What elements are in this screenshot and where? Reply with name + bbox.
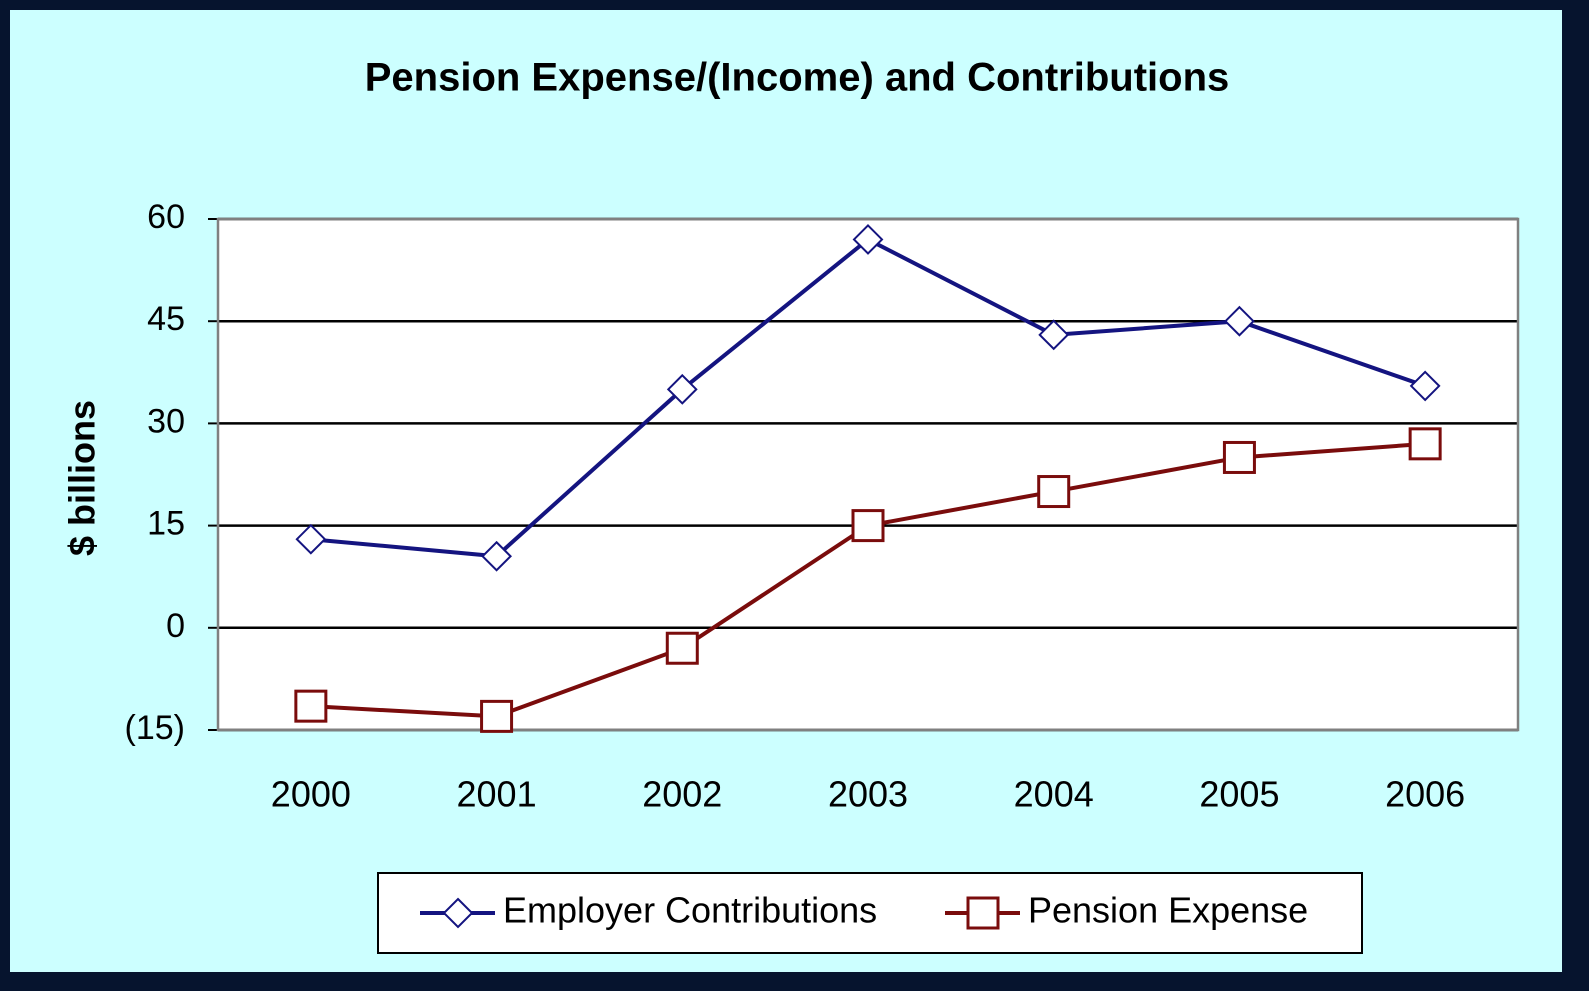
point xyxy=(294,689,328,723)
point xyxy=(966,896,1000,930)
point xyxy=(666,373,698,405)
legend-label: Employer Contributions xyxy=(503,890,877,931)
y-axis-label: $ billions xyxy=(62,400,103,556)
point xyxy=(1037,475,1071,509)
x-tick-label: 2003 xyxy=(828,774,908,815)
legend-label: Pension Expense xyxy=(1028,890,1308,931)
chart-title: Pension Expense/(Income) and Contributio… xyxy=(365,56,1230,100)
y-tick-label: 45 xyxy=(147,300,185,338)
point xyxy=(1038,319,1070,351)
point xyxy=(851,509,885,543)
point xyxy=(1409,370,1441,402)
plot-area xyxy=(218,219,1518,730)
y-tick-label: 0 xyxy=(166,607,185,645)
y-tick-label: 30 xyxy=(147,402,185,440)
y-tick-label: (15) xyxy=(125,709,185,747)
x-tick-label: 2006 xyxy=(1385,774,1465,815)
point xyxy=(480,699,514,733)
point xyxy=(1224,305,1255,337)
legend xyxy=(377,872,1363,954)
point xyxy=(481,540,512,572)
point xyxy=(442,897,474,929)
x-tick-label: 2005 xyxy=(1199,774,1279,815)
x-tick-label: 2000 xyxy=(271,774,351,815)
y-tick-label: 15 xyxy=(147,505,185,543)
point xyxy=(1222,440,1256,474)
plot-border xyxy=(216,217,1520,732)
x-tick-label: 2004 xyxy=(1014,774,1094,815)
point xyxy=(1408,427,1442,461)
point xyxy=(665,631,699,665)
point xyxy=(295,523,327,555)
x-tick-label: 2002 xyxy=(642,774,722,815)
point xyxy=(852,224,884,255)
y-tick-label: 60 xyxy=(147,198,185,236)
x-tick-label: 2001 xyxy=(457,774,537,815)
